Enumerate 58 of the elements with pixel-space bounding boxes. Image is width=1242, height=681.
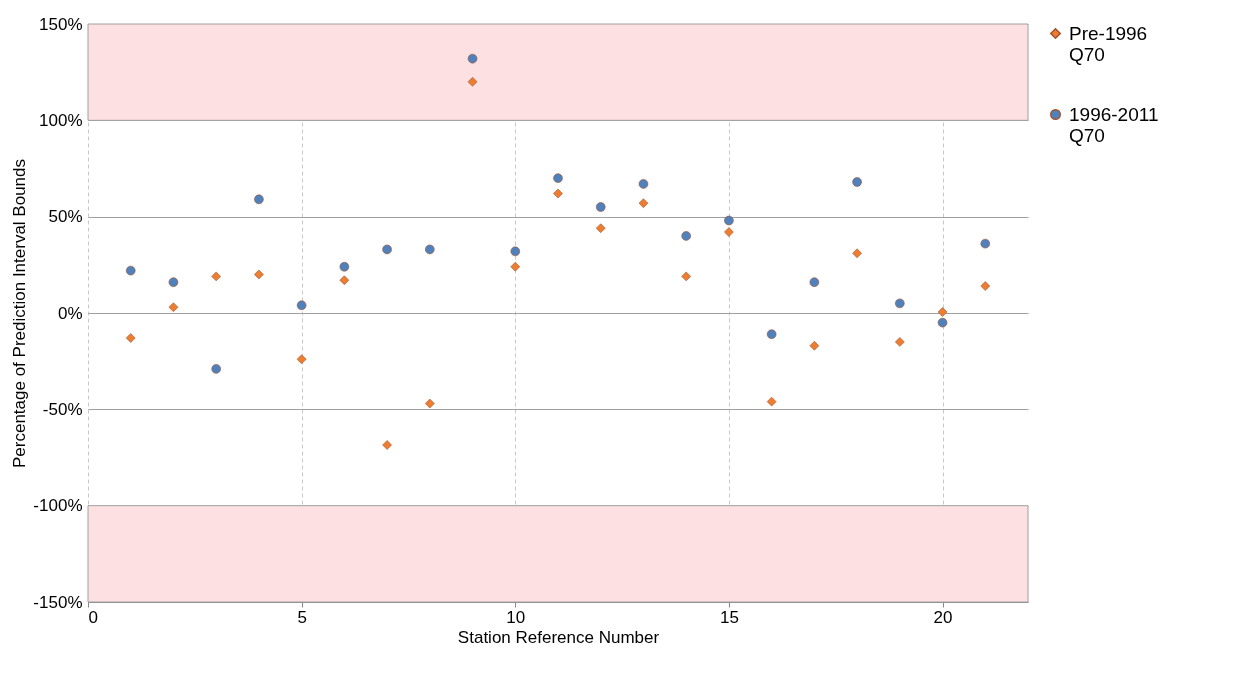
point bbox=[895, 337, 905, 347]
y-tick-label: -50% bbox=[42, 399, 83, 419]
point bbox=[125, 333, 136, 343]
y-tick-label: 0% bbox=[57, 303, 83, 323]
point bbox=[382, 440, 392, 450]
point bbox=[766, 329, 777, 339]
y-tick-label: 100% bbox=[39, 110, 83, 130]
point bbox=[724, 215, 734, 226]
point bbox=[980, 281, 991, 291]
y-tick-label: 50% bbox=[48, 207, 83, 227]
point bbox=[467, 77, 478, 87]
x-tick-label: 0 bbox=[88, 607, 98, 627]
point bbox=[681, 231, 691, 241]
point bbox=[168, 302, 179, 312]
point bbox=[211, 364, 221, 374]
point bbox=[425, 398, 435, 409]
x-tick-label: 5 bbox=[297, 607, 307, 627]
y-tick-label: 150% bbox=[39, 14, 83, 34]
point bbox=[852, 177, 862, 187]
point bbox=[937, 317, 948, 328]
point bbox=[211, 271, 221, 282]
point bbox=[638, 198, 649, 208]
point bbox=[254, 269, 264, 280]
point bbox=[467, 53, 478, 64]
point bbox=[510, 261, 521, 272]
point bbox=[681, 271, 691, 282]
point bbox=[809, 340, 820, 351]
point bbox=[168, 277, 179, 287]
point bbox=[937, 307, 948, 317]
point bbox=[724, 227, 734, 237]
point bbox=[339, 275, 350, 286]
point bbox=[595, 202, 606, 212]
point bbox=[339, 262, 350, 272]
x-axis-title: Station Reference Number bbox=[457, 627, 660, 647]
point bbox=[510, 246, 521, 257]
point bbox=[425, 244, 435, 255]
y-axis-title: Percentage of Prediction Interval Bounds bbox=[10, 158, 30, 469]
point bbox=[125, 265, 136, 276]
point bbox=[809, 277, 820, 287]
y-tick-label: -100% bbox=[33, 496, 83, 516]
point bbox=[766, 396, 777, 407]
x-tick-label: 15 bbox=[719, 607, 739, 627]
x-tick-label: 10 bbox=[506, 607, 526, 627]
point bbox=[382, 244, 392, 255]
point bbox=[638, 179, 649, 189]
x-tick-label: 20 bbox=[933, 607, 953, 627]
y-tick-label: -150% bbox=[33, 592, 83, 612]
legend-label: 1996-2011 Q70 bbox=[1069, 103, 1159, 146]
point bbox=[254, 194, 264, 205]
point bbox=[895, 298, 905, 309]
point bbox=[852, 248, 862, 259]
point bbox=[296, 300, 307, 311]
point bbox=[553, 188, 563, 199]
point bbox=[553, 173, 563, 183]
legend-label: Pre-1996 Q70 bbox=[1069, 22, 1148, 65]
point bbox=[980, 238, 991, 249]
point bbox=[595, 223, 606, 233]
point bbox=[296, 354, 307, 365]
